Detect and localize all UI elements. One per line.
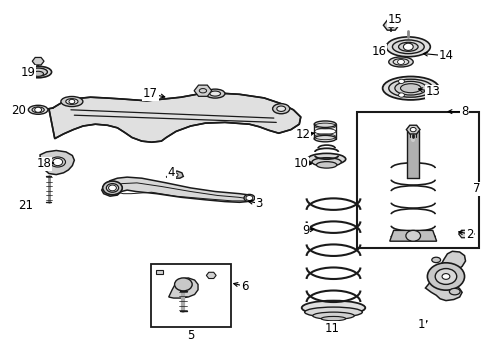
Text: 15: 15 [387, 13, 402, 26]
Text: 1: 1 [417, 318, 425, 331]
Ellipse shape [316, 162, 336, 168]
Ellipse shape [199, 89, 206, 93]
Ellipse shape [431, 257, 440, 263]
Ellipse shape [382, 77, 438, 100]
Polygon shape [166, 171, 183, 178]
Circle shape [397, 59, 404, 64]
Polygon shape [458, 230, 469, 238]
Ellipse shape [301, 301, 365, 315]
Polygon shape [32, 58, 44, 65]
Circle shape [398, 93, 404, 97]
Text: 12: 12 [295, 129, 310, 141]
Bar [150, 264, 231, 327]
Circle shape [174, 278, 192, 291]
Circle shape [409, 127, 415, 132]
Circle shape [172, 173, 178, 177]
Ellipse shape [32, 107, 44, 113]
Text: 19: 19 [20, 66, 35, 78]
Circle shape [426, 86, 431, 90]
Polygon shape [406, 125, 419, 134]
Circle shape [108, 185, 116, 191]
Text: 11: 11 [325, 322, 339, 335]
Ellipse shape [398, 42, 417, 51]
Ellipse shape [314, 121, 336, 127]
Polygon shape [168, 278, 198, 298]
Circle shape [69, 99, 75, 104]
Ellipse shape [102, 181, 122, 195]
Ellipse shape [244, 194, 254, 202]
Polygon shape [206, 272, 216, 279]
Polygon shape [389, 230, 436, 241]
Ellipse shape [312, 312, 353, 319]
Circle shape [403, 43, 412, 50]
Polygon shape [383, 20, 398, 30]
Circle shape [441, 274, 449, 279]
Ellipse shape [386, 37, 429, 57]
Ellipse shape [391, 40, 423, 54]
Text: 10: 10 [293, 157, 307, 170]
Ellipse shape [28, 105, 48, 114]
Ellipse shape [65, 99, 78, 104]
Ellipse shape [400, 84, 420, 93]
Bar [155, 270, 163, 274]
Circle shape [427, 263, 464, 290]
Ellipse shape [50, 157, 65, 167]
Text: 16: 16 [371, 45, 386, 58]
Ellipse shape [311, 158, 341, 166]
Text: 2: 2 [465, 228, 472, 240]
Text: 14: 14 [438, 49, 453, 62]
Ellipse shape [304, 307, 362, 317]
Ellipse shape [61, 96, 82, 107]
Ellipse shape [24, 66, 52, 78]
Text: 9: 9 [301, 224, 309, 237]
Ellipse shape [209, 91, 220, 96]
Ellipse shape [314, 135, 336, 142]
Ellipse shape [106, 184, 119, 192]
Text: 6: 6 [240, 280, 248, 293]
Ellipse shape [272, 104, 289, 114]
Circle shape [53, 158, 62, 166]
Circle shape [398, 79, 404, 84]
Text: 18: 18 [37, 157, 51, 170]
Ellipse shape [29, 68, 47, 76]
Text: 5: 5 [186, 329, 194, 342]
Text: 17: 17 [143, 87, 158, 100]
Ellipse shape [205, 89, 224, 98]
Ellipse shape [394, 81, 426, 95]
Ellipse shape [321, 316, 345, 321]
Text: 13: 13 [425, 85, 439, 98]
Circle shape [387, 23, 394, 28]
Circle shape [35, 107, 41, 112]
Text: 7: 7 [472, 183, 480, 195]
Text: 8: 8 [460, 105, 468, 118]
Polygon shape [102, 177, 254, 202]
Polygon shape [425, 251, 465, 301]
Text: 4: 4 [167, 166, 175, 179]
Circle shape [405, 230, 420, 241]
Ellipse shape [388, 79, 432, 97]
Polygon shape [49, 93, 300, 142]
Bar [356, 112, 478, 248]
Ellipse shape [307, 153, 345, 165]
Ellipse shape [33, 71, 43, 76]
Polygon shape [194, 85, 211, 96]
Text: 21: 21 [18, 199, 33, 212]
Ellipse shape [388, 57, 412, 67]
Ellipse shape [276, 106, 285, 112]
Circle shape [434, 269, 456, 284]
Bar [407, 131, 418, 178]
Polygon shape [40, 150, 74, 175]
Circle shape [245, 195, 252, 201]
Text: 20: 20 [11, 104, 25, 117]
Text: 3: 3 [255, 197, 263, 210]
Ellipse shape [392, 59, 408, 65]
Ellipse shape [448, 288, 459, 295]
